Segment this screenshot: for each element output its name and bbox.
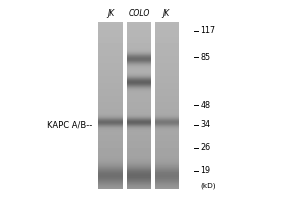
Text: (kD): (kD): [200, 182, 216, 189]
Bar: [179, 22, 181, 189]
Text: JK: JK: [162, 9, 170, 18]
Bar: [95, 22, 98, 189]
Text: 117: 117: [200, 26, 216, 35]
Bar: [124, 22, 126, 189]
Bar: [124, 22, 127, 189]
Text: 48: 48: [200, 101, 211, 110]
Text: 19: 19: [200, 166, 211, 175]
Text: 85: 85: [200, 53, 211, 62]
Text: 34: 34: [200, 120, 211, 129]
Text: COLO: COLO: [129, 9, 151, 18]
Text: 26: 26: [200, 143, 211, 152]
Bar: [153, 22, 155, 189]
Text: KAPC A/B--: KAPC A/B--: [47, 120, 92, 129]
Text: JK: JK: [107, 9, 114, 18]
Bar: [151, 22, 153, 189]
